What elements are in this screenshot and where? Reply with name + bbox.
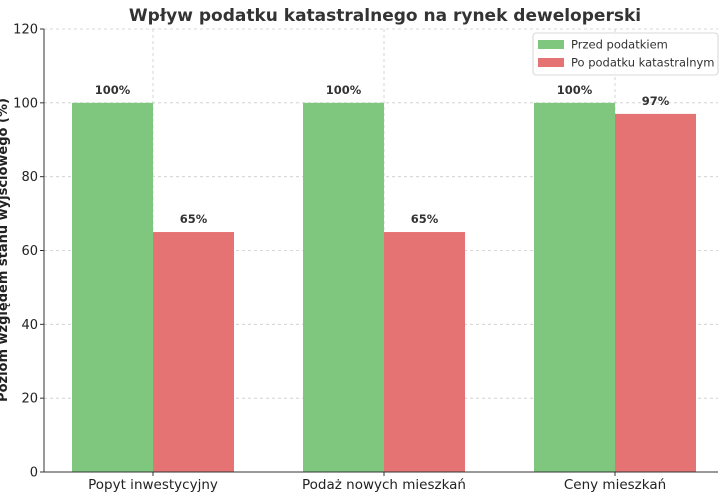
bar-value-label: 100% <box>557 83 593 97</box>
legend-entry: Przed podatkiem <box>571 38 668 52</box>
y-tick-label: 120 <box>13 23 38 38</box>
legend-entry: Po podatku katastralnym <box>571 56 715 70</box>
bar-after <box>615 113 696 473</box>
axes: 0 20 40 60 80 100 120 Popyt inwestycyjny Podaż n… <box>13 23 718 493</box>
x-tick-label: Podaż nowych mieszkań <box>302 477 466 493</box>
bar-value-label: 97% <box>642 94 670 108</box>
legend: Przed podatkiem Po podatku katastralnym <box>532 32 719 76</box>
bar-value-label: 65% <box>411 212 439 226</box>
x-tick-label: Ceny mieszkań <box>564 477 666 493</box>
y-tick-label: 40 <box>21 318 38 333</box>
legend-swatch <box>538 40 564 49</box>
y-tick-label: 0 <box>30 466 38 481</box>
legend-swatch <box>538 58 564 67</box>
y-tick-label: 20 <box>21 392 38 407</box>
bars <box>72 102 696 473</box>
y-tick-label: 80 <box>21 170 38 185</box>
bar-value-label: 100% <box>95 83 131 97</box>
bar-before <box>534 102 615 472</box>
bar-after <box>384 232 465 472</box>
bar-value-label: 65% <box>180 212 208 226</box>
y-axis-label: Poziom względem stanu wyjściowego (%) <box>0 98 11 402</box>
bar-value-label: 100% <box>326 83 362 97</box>
bar-before <box>303 102 384 472</box>
y-tick-label: 100 <box>13 96 38 111</box>
chart-title: Wpływ podatku katastralnego na rynek dew… <box>129 6 641 26</box>
bar-before <box>72 102 153 472</box>
bar-after <box>153 232 234 472</box>
data-labels: 100% 65% 100% 65% 100% 97% <box>95 83 670 226</box>
x-tick-label: Popyt inwestycyjny <box>88 477 218 493</box>
y-tick-label: 60 <box>21 244 38 259</box>
legend-box <box>532 32 719 76</box>
